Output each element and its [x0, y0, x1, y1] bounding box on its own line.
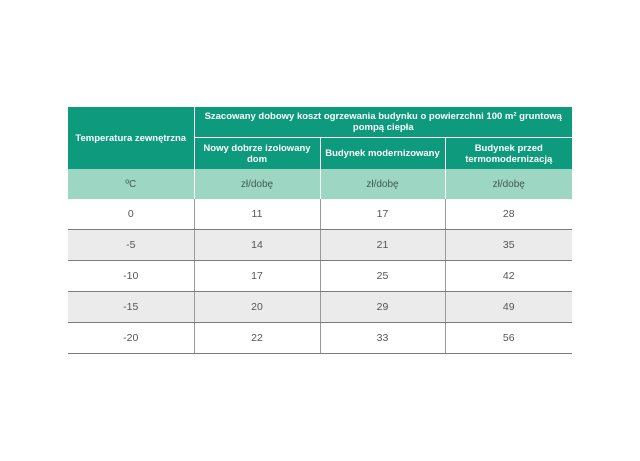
- unit-cell-new-house: zł/dobę: [193, 169, 320, 199]
- temperature-cell: -20: [68, 322, 194, 354]
- units-row: ºC zł/dobę zł/dobę zł/dobę: [68, 169, 572, 199]
- cost-cell: 42: [444, 260, 572, 292]
- cost-cell: 49: [444, 291, 572, 323]
- cost-cell: 28: [444, 199, 572, 230]
- heating-cost-table-wrapper: Temperatura zewnętrzna Szacowany dobowy …: [68, 107, 572, 354]
- cost-cell: 17: [193, 260, 320, 292]
- temperature-cell: -10: [68, 260, 194, 292]
- cost-cell: 17: [319, 199, 445, 230]
- table-row: -10 17 25 42: [68, 260, 572, 292]
- cost-cell: 56: [444, 322, 572, 354]
- temperature-column-header: Temperatura zewnętrzna: [68, 107, 195, 169]
- cost-cell: 14: [193, 229, 320, 261]
- unit-cell-modernized: zł/dobę: [319, 169, 445, 199]
- temperature-cell: -15: [68, 291, 194, 323]
- cost-cell: 29: [319, 291, 445, 323]
- sub-header-new-house: Nowy dobrze izolowany dom: [194, 137, 320, 169]
- cost-group-header: Szacowany dobowy koszt ogrzewania budynk…: [194, 107, 572, 138]
- sub-header-before-thermo: Budynek przed termomodernizacją: [444, 137, 572, 169]
- sub-header-modernized: Budynek modernizowany: [319, 137, 445, 169]
- table-row: -15 20 29 49: [68, 291, 572, 323]
- cost-cell: 25: [319, 260, 445, 292]
- cost-cell: 11: [193, 199, 320, 230]
- table-row: -5 14 21 35: [68, 229, 572, 261]
- cost-cell: 21: [319, 229, 445, 261]
- heating-cost-table: Temperatura zewnętrzna Szacowany dobowy …: [68, 107, 572, 354]
- cost-cell: 35: [444, 229, 572, 261]
- temperature-cell: -5: [68, 229, 194, 261]
- table-row: -20 22 33 56: [68, 322, 572, 354]
- cost-cell: 22: [193, 322, 320, 354]
- temperature-cell: 0: [68, 199, 194, 230]
- unit-cell-temperature: ºC: [68, 169, 194, 199]
- cost-cell: 20: [193, 291, 320, 323]
- unit-cell-before-thermo: zł/dobę: [444, 169, 572, 199]
- cost-cell: 33: [319, 322, 445, 354]
- table-row: 0 11 17 28: [68, 199, 572, 230]
